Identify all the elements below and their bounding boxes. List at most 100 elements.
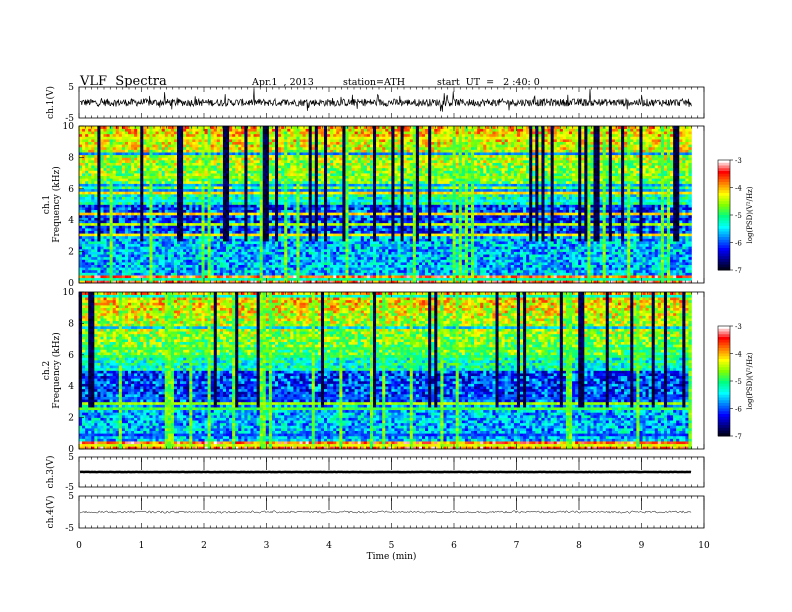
spectrogram-cell xyxy=(189,239,192,242)
spectrogram-cell xyxy=(554,254,557,257)
spectrogram-cell xyxy=(548,244,551,247)
spectrogram-cell xyxy=(97,249,100,252)
spectrogram-cell xyxy=(480,252,483,255)
spectrogram-cell xyxy=(137,225,140,228)
spectrogram-cell xyxy=(128,239,131,242)
spectrogram-cell xyxy=(303,265,306,268)
spectrogram-cell xyxy=(652,246,655,249)
spectrogram-cell xyxy=(578,278,581,281)
spectrogram-cell xyxy=(499,233,502,236)
spectrogram-cell xyxy=(578,244,581,247)
spectrogram-cell xyxy=(143,257,146,260)
spectrogram-cell xyxy=(192,270,195,273)
spectrogram-cell xyxy=(514,228,517,231)
spectrogram-cell xyxy=(358,267,361,270)
spectrogram-cell xyxy=(496,262,499,265)
spectrogram-cell xyxy=(606,267,609,270)
spectrogram-cell xyxy=(235,273,238,276)
spectrogram-cell xyxy=(462,273,465,276)
spectrogram-cell xyxy=(456,267,459,270)
spectrogram-cell xyxy=(557,249,560,252)
spectrogram-cell xyxy=(535,278,538,281)
spectrogram-cell xyxy=(532,254,535,257)
spectrogram-cell xyxy=(134,257,137,260)
spectrogram-cell xyxy=(195,262,198,265)
spectrogram-cell xyxy=(459,270,462,273)
spectrogram-cell xyxy=(287,246,290,249)
spectrogram-cell xyxy=(416,273,419,276)
spectrogram-cell xyxy=(443,239,446,242)
spectrogram-cell xyxy=(226,220,229,223)
spectrogram-cell xyxy=(450,228,453,231)
spectrogram-cell xyxy=(94,225,97,228)
spectrogram-cell xyxy=(263,244,266,247)
spectrogram-cell xyxy=(134,220,137,223)
spectrogram-cell xyxy=(318,246,321,249)
spectrogram-cell xyxy=(447,267,450,270)
spectrogram-cell xyxy=(364,233,367,236)
spectrogram-cell xyxy=(590,231,593,234)
spectrogram-cell xyxy=(468,223,471,226)
spectrogram-cell xyxy=(624,223,627,226)
spectrogram-cell xyxy=(339,252,342,255)
spectrogram-cell xyxy=(508,278,511,281)
spectrogram-cell xyxy=(352,244,355,247)
spectrogram-cell xyxy=(499,267,502,270)
spectrogram-cell xyxy=(541,249,544,252)
spectrogram-cell xyxy=(352,241,355,244)
spectrogram-cell xyxy=(428,244,431,247)
spectrogram-cell xyxy=(526,239,529,242)
spectrogram-cell xyxy=(165,241,168,244)
spectrogram-cell xyxy=(560,231,563,234)
spectrogram-cell xyxy=(517,225,520,228)
spectrogram-cell xyxy=(367,241,370,244)
spectrogram-cell xyxy=(244,257,247,260)
spectrogram-cell xyxy=(391,273,394,276)
spectrogram-cell xyxy=(685,249,688,252)
spectrogram-cell xyxy=(646,225,649,228)
spectrogram-cell xyxy=(156,254,159,257)
spectrogram-cell xyxy=(205,262,208,265)
spectrogram-cell xyxy=(229,225,232,228)
spectrogram-cell xyxy=(174,254,177,257)
spectrogram-cell xyxy=(685,231,688,234)
spectrogram-cell xyxy=(128,231,131,234)
spectrogram-cell xyxy=(661,244,664,247)
spectrogram-cell xyxy=(407,267,410,270)
spectrogram-cell xyxy=(146,252,149,255)
spectrogram-cell xyxy=(450,239,453,242)
spectrogram-cell xyxy=(211,259,214,262)
spectrogram-cell xyxy=(91,254,94,257)
spectrogram-cell xyxy=(450,241,453,244)
spectrogram-cell xyxy=(563,265,566,268)
spectrogram-cell xyxy=(257,265,260,268)
spectrogram-cell xyxy=(649,265,652,268)
spectrogram-cell xyxy=(156,262,159,265)
spectrogram-cell xyxy=(318,228,321,231)
spectrogram-cell xyxy=(517,257,520,260)
spectrogram-cell xyxy=(336,267,339,270)
spectrogram-cell xyxy=(520,273,523,276)
spectrogram-cell xyxy=(232,228,235,231)
spectrogram-cell xyxy=(489,233,492,236)
spectrogram-cell xyxy=(165,262,168,265)
spectrogram-cell xyxy=(223,265,226,268)
spectrogram-cell xyxy=(520,223,523,226)
spectrogram-cell xyxy=(428,267,431,270)
spectrogram-cell xyxy=(447,225,450,228)
spectrogram-cell xyxy=(456,259,459,262)
spectrogram-cell xyxy=(434,259,437,262)
spectrogram-cell xyxy=(633,249,636,252)
spectrogram-cell xyxy=(410,225,413,228)
spectrogram-cell xyxy=(572,246,575,249)
spectrogram-cell xyxy=(275,231,278,234)
spectrogram-cell xyxy=(266,225,269,228)
spectrogram-cell xyxy=(290,257,293,260)
spectrogram-cell xyxy=(517,265,520,268)
spectrogram-cell xyxy=(394,225,397,228)
spectrogram-cell xyxy=(229,257,232,260)
spectrogram-cell xyxy=(474,278,477,281)
spectrogram-cell xyxy=(131,252,134,255)
spectrogram-cell xyxy=(545,252,548,255)
spectrogram-cell xyxy=(661,249,664,252)
